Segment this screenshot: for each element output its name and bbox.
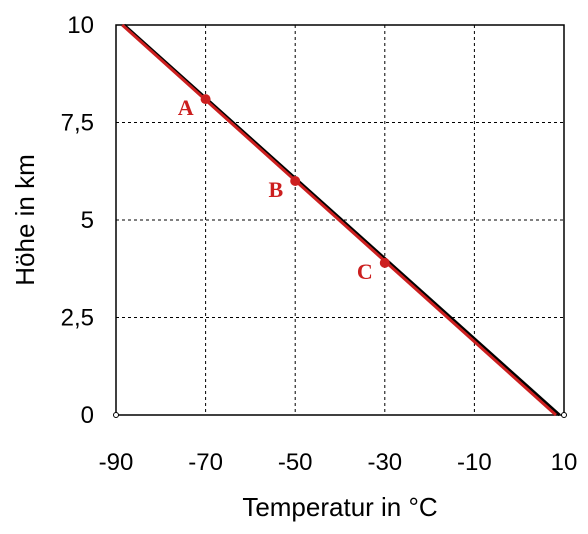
y-tick-label: 5 (81, 207, 94, 234)
y-tick-label: 0 (81, 402, 94, 429)
x-tick-label: -10 (457, 449, 492, 476)
origin-marker (113, 412, 119, 418)
series-line (121, 23, 557, 417)
data-point-marker (379, 257, 390, 268)
x-tick-label: -70 (188, 449, 223, 476)
y-axis-label: Höhe in km (10, 154, 40, 286)
y-tick-label: 7,5 (61, 110, 94, 137)
data-point-label: A (178, 95, 194, 120)
data-point-marker (200, 94, 211, 105)
data-points: A B C (113, 94, 567, 418)
x-tick-label: -50 (278, 449, 313, 476)
data-point-label: B (269, 177, 284, 202)
x-axis-label: Temperatur in °C (242, 492, 437, 522)
data-point-marker (290, 176, 301, 186)
x-tick-label: -30 (367, 449, 402, 476)
x-tick-label: -90 (99, 449, 134, 476)
plot-frame (115, 24, 565, 416)
x-tick-label: 10 (551, 449, 578, 476)
x-tick-labels: -90 -70 -50 -30 -10 10 (99, 449, 578, 476)
series-lines (121, 23, 561, 417)
y-tick-labels: 0 2,5 5 7,5 10 (61, 12, 94, 429)
y-tick-label: 2,5 (61, 305, 94, 332)
y-tick-label: 10 (67, 12, 94, 39)
data-point-label: C (357, 259, 373, 284)
corner-marker (561, 412, 567, 418)
